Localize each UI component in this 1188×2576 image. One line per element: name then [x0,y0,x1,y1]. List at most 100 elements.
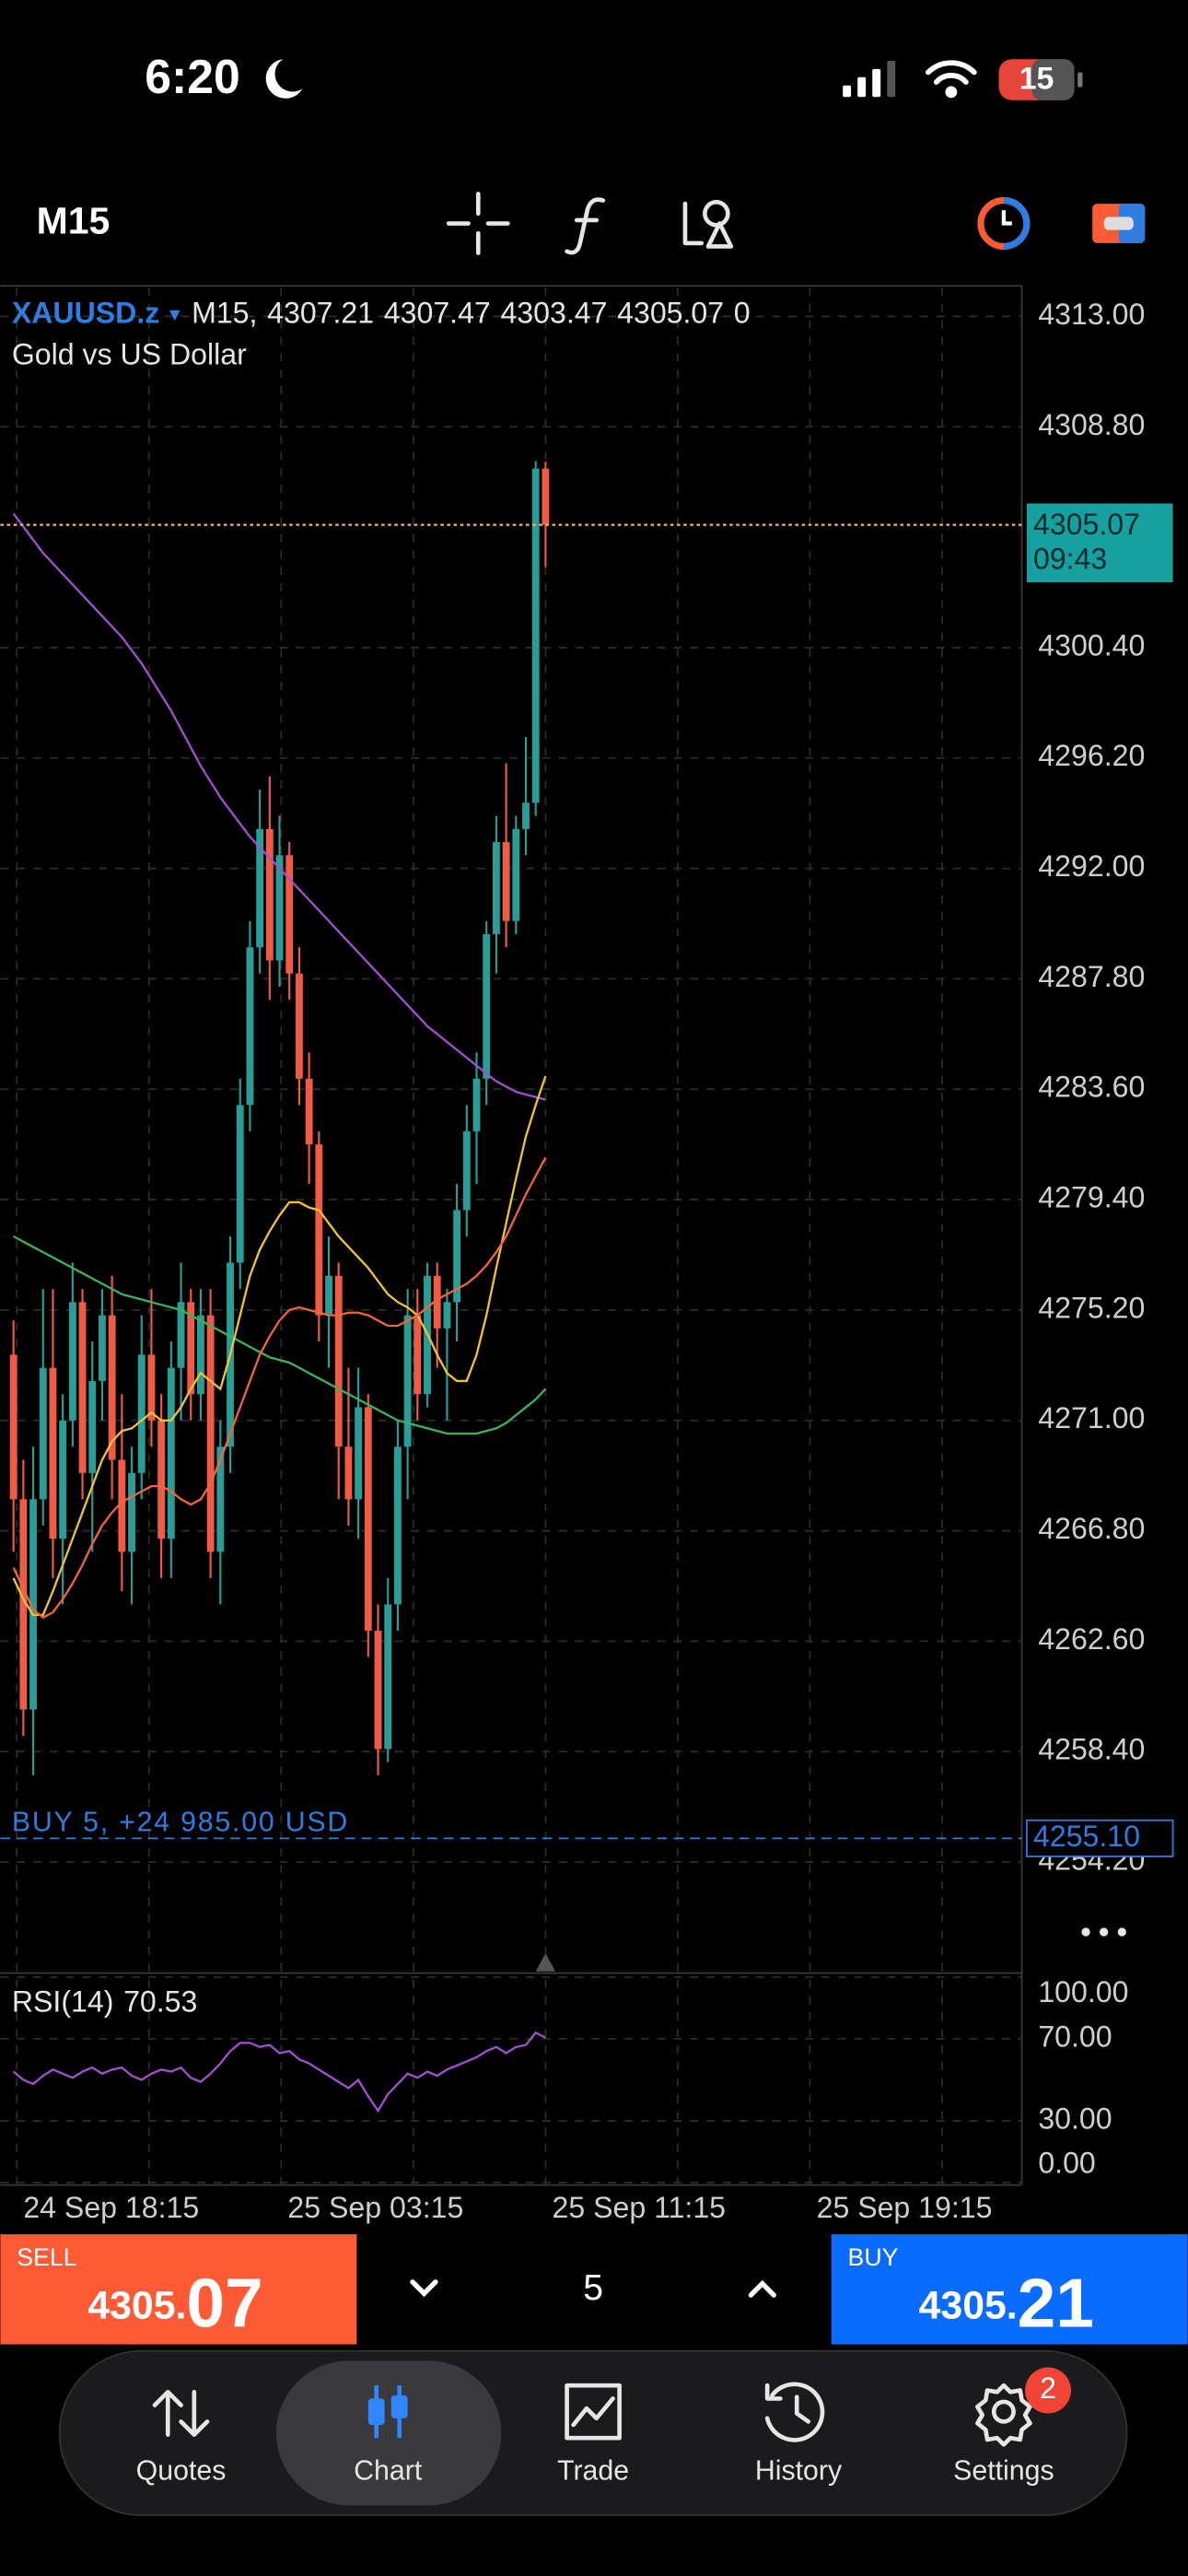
candle-body [305,1078,313,1145]
y-tick-label: 4296.20 [1038,739,1145,772]
timeframe-button[interactable]: M15 [37,199,111,241]
candle-body [147,1354,156,1421]
y-tick-label: 4275.20 [1038,1291,1145,1324]
buy-button[interactable] [831,2234,1188,2345]
more-button[interactable] [1081,1927,1126,1937]
trade-button[interactable] [1092,204,1146,243]
rsi-name: RSI(14) [12,1985,114,2019]
rsi-tick-label: 30.00 [1038,2102,1112,2136]
rsi-tick-label: 100.00 [1038,1975,1128,2008]
candle-body [403,1315,412,1447]
y-tick-label: 4279.40 [1038,1181,1145,1214]
candle-body [502,842,510,921]
candle-body [334,1275,343,1447]
y-tick-label: 4308.80 [1038,408,1145,441]
candle-body [492,842,500,934]
candle-body [472,1078,481,1131]
open: 4307.21 [267,297,374,330]
candle-body [295,973,303,1079]
settings-icon [975,2383,1032,2447]
y-tick-label: 4258.40 [1038,1733,1145,1766]
trade-icon [565,2383,622,2441]
candle-body [325,1275,332,1316]
tab-label[interactable]: History [755,2456,843,2487]
volume-down[interactable] [410,2279,438,2298]
rsi-line [12,2031,546,2113]
tab-label[interactable]: Chart [354,2456,423,2487]
one-click-trading-button[interactable] [977,196,1031,251]
tab-label[interactable]: Trade [557,2456,629,2487]
battery-empty [1031,59,1075,100]
x-tick-label: 25 Sep 03:15 [287,2191,463,2224]
x-tick-label: 25 Sep 11:15 [553,2191,726,2224]
moving-average [12,1156,547,1620]
battery-level: 15 [1019,61,1054,96]
badge-count: 2 [1040,2371,1056,2405]
candle-body [19,1499,28,1710]
high: 4307.47 [384,297,491,330]
moving-average [12,1075,547,1617]
sell-label: SELL [17,2243,76,2271]
y-tick-label: 4271.00 [1038,1401,1145,1434]
buy-price: 4305.21 [919,2264,1094,2341]
rsi-tick-label: 70.00 [1038,2020,1112,2053]
y-tick-label: 4292.00 [1038,849,1145,883]
candle-body [157,1420,166,1540]
candle-body [355,1407,363,1500]
volume-value[interactable]: 5 [583,2267,603,2308]
buy-price-head: 4305. [919,2284,1018,2328]
objects-button[interactable] [682,200,734,249]
candle-body [108,1315,116,1460]
current-price: 4305.07 [1033,508,1140,541]
candle-body [137,1354,146,1473]
y-tick-label: 4283.60 [1038,1071,1145,1104]
position-box [1025,1819,1174,1857]
candle-body [118,1459,126,1552]
candle-body [177,1302,185,1368]
candle-body [285,855,294,974]
candle-body [443,1302,451,1329]
candle-body [187,1302,195,1395]
symbol[interactable]: XAUUSD.z [12,297,159,330]
candle-body [374,1630,382,1750]
tab-bar [58,2349,1128,2516]
candle-body [542,468,550,525]
header-timeframe: M15, [192,297,257,330]
candle-body [9,1354,17,1500]
crosshair-button[interactable] [446,192,510,255]
position-price: 4255.10 [1033,1820,1140,1853]
candle-body [256,828,264,948]
y-tick-label: 4287.80 [1038,960,1145,993]
wifi-icon [926,60,977,99]
sell-price-tail: 07 [186,2264,262,2341]
candle-body [433,1275,441,1329]
rsi-tick-label: 0.00 [1038,2147,1095,2180]
y-tick-label: 4262.60 [1038,1622,1145,1656]
x-tick-label: 24 Sep 18:15 [23,2191,199,2224]
plot [9,461,550,2113]
signal-icon [843,60,896,98]
battery-cap [1077,72,1083,88]
candle-body [206,1315,215,1552]
candle-body [265,828,274,961]
candle-body [29,1499,37,1710]
position-label: BUY 5, +24 985.00 USD [12,1807,349,1837]
moon-icon [265,59,303,99]
candle-body [59,1420,67,1540]
tab-label[interactable]: Quotes [136,2456,227,2487]
candle-body [522,802,530,829]
candle-body [453,1210,461,1303]
close: 4305.07 [617,297,724,330]
y-tick-label: 4313.00 [1038,298,1145,331]
indicators-button[interactable] [565,197,606,255]
volume-up[interactable] [748,2279,776,2298]
moving-average [13,1235,547,1435]
candle-body [167,1367,175,1540]
sell-button[interactable] [0,2234,357,2345]
candle-body [236,1105,244,1263]
buy-price-tail: 21 [1018,2264,1094,2341]
tab-label[interactable]: Settings [953,2456,1054,2487]
current-bar-marker [535,1953,556,1972]
symbol-menu[interactable]: ▾ [169,301,181,325]
